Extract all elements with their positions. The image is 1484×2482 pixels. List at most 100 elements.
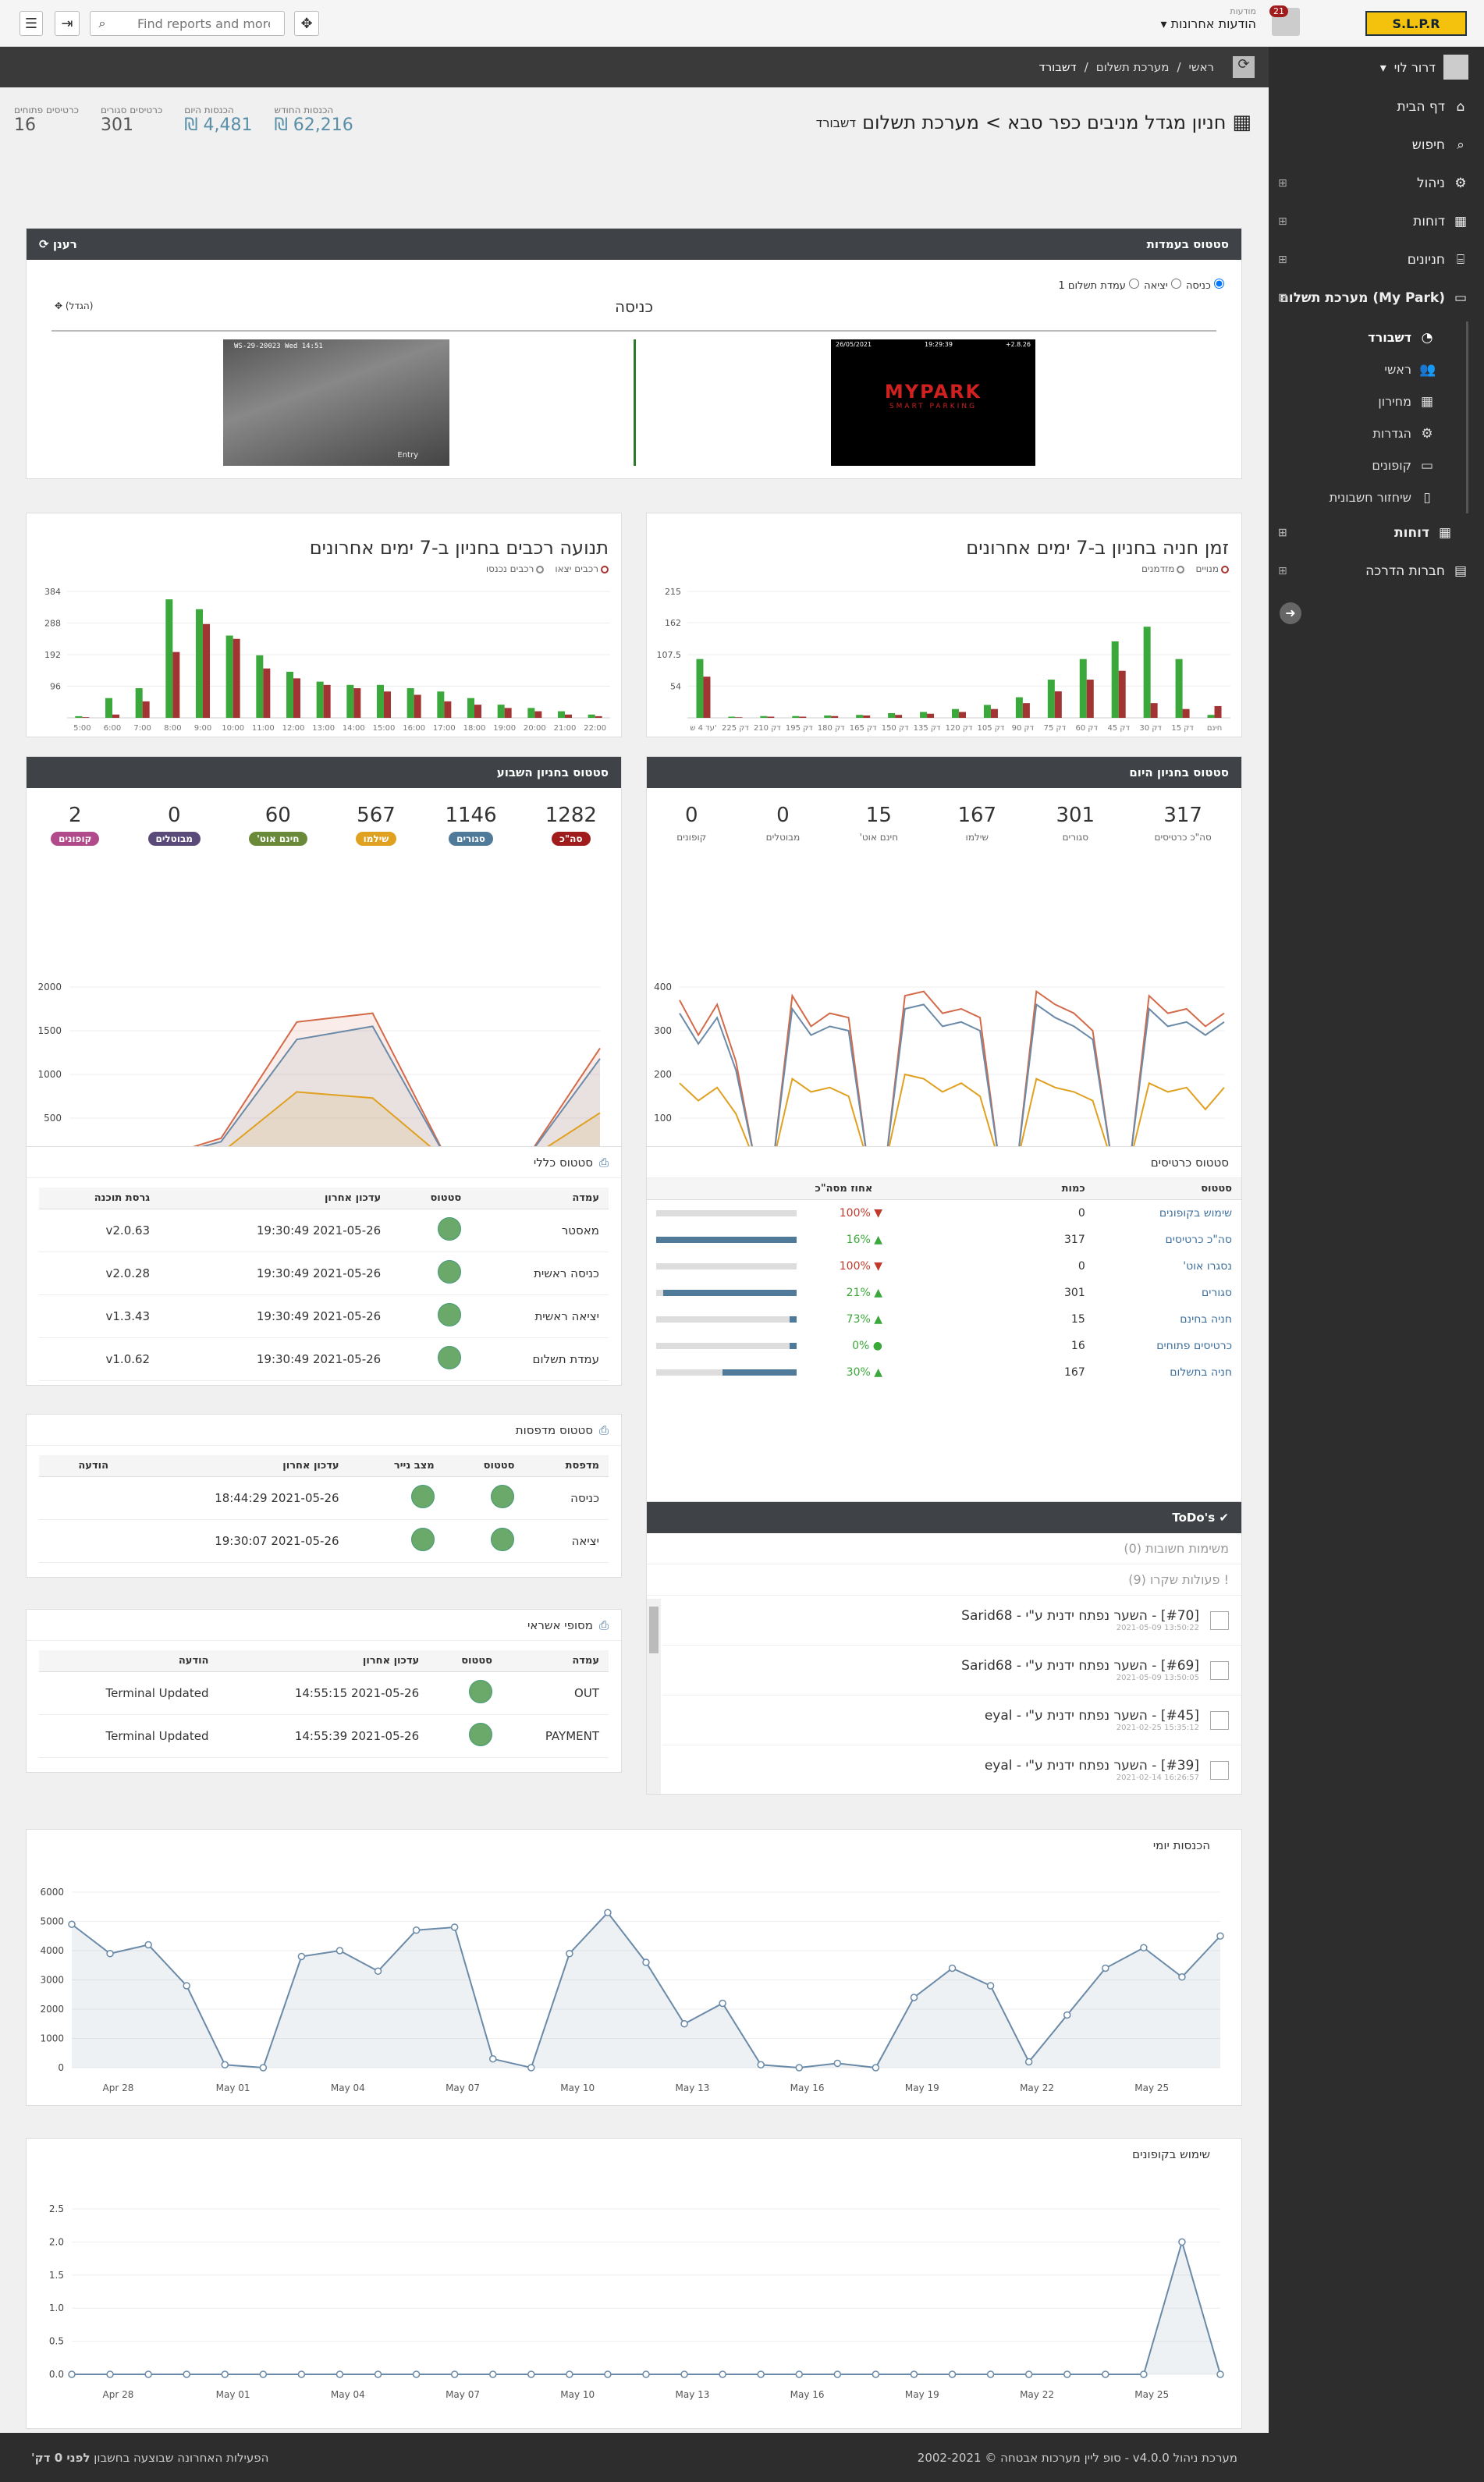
count-value: 60	[264, 804, 291, 827]
print-icon: ⎙	[598, 1617, 609, 1632]
radio-exit[interactable]: יציאה	[1144, 279, 1181, 292]
traffic-panel: תנועה רכבים בחניון ב-7 ימים אחרונים רכבי…	[26, 513, 622, 737]
legend-item[interactable]: מזדמנים	[1141, 563, 1185, 574]
table-cell: v2.0.28	[39, 1252, 160, 1295]
sidebar-item-payment-system[interactable]: ⊟ מערכת תשלום (My Park) ▭	[1269, 279, 1484, 317]
enlarge-label: (הגדל)	[65, 300, 94, 311]
sidebar-sub-label: ראשי	[1384, 362, 1411, 377]
card-status-link[interactable]: סגורים	[1202, 1286, 1232, 1299]
legend-item[interactable]: מנויים	[1195, 563, 1229, 574]
camera-entry-image[interactable]: WS-29-20023 Wed 14:51 Entry	[223, 339, 449, 466]
sidebar-sub-coupons[interactable]: קופונים ▭	[1269, 449, 1468, 481]
todo-checkbox[interactable]	[1210, 1710, 1229, 1730]
todo-checkbox[interactable]	[1210, 1660, 1229, 1680]
coupons-chart: 2.5 2.0 1.5 1.0 0.5 0.0 Apr 28 May 01 May 04 May …	[49, 2203, 1224, 2400]
refresh-button[interactable]: רענן ⟳	[39, 237, 77, 251]
radio-payment[interactable]: עמדת תשלום 1	[1058, 279, 1140, 292]
sidebar-sub-pricing[interactable]: מחירון ▦	[1269, 385, 1468, 417]
sidebar-item-search[interactable]: חיפוש ⌕	[1269, 126, 1484, 164]
camera-payment-image[interactable]: 26/05/2021 19:29:39 +2.8.26 MYPARK SMART P…	[831, 339, 1035, 466]
expand-icon: ⊞	[1278, 526, 1287, 539]
y-tick-label: 288	[44, 619, 61, 629]
legend-item[interactable]: רכבים נכנסו	[486, 563, 545, 574]
card-status-link[interactable]: נסגרו אוט'	[1183, 1259, 1232, 1273]
notifications-dropdown[interactable]: מודעות הודעות אחרונות ▾	[1155, 6, 1256, 31]
radio-entry[interactable]: כניסה	[1186, 279, 1224, 292]
count-label: מבוטלים	[147, 832, 201, 846]
y-tick-label: 2000	[40, 2004, 64, 2015]
menu-toggle-button[interactable]: ☰	[20, 11, 43, 36]
search-input[interactable]	[114, 16, 270, 31]
card-status-link[interactable]: חניה בחינם	[1180, 1312, 1232, 1326]
legend-dot	[1177, 565, 1185, 573]
sidebar-item-payment-reports[interactable]: ⊞ דוחות ▦	[1269, 513, 1484, 552]
breadcrumb-home[interactable]: ראשי	[1188, 60, 1214, 74]
table-header-row: עמדה סטטוס עדכון אחרון גרסת תוכנה	[39, 1188, 609, 1209]
count-label: שילמו	[355, 832, 397, 846]
table-cell: 100% ▼	[647, 1253, 1028, 1280]
panel-title: סטטוס בחניון היום	[1129, 765, 1229, 779]
data-point	[566, 1950, 573, 1958]
sidebar-item-reports[interactable]: ⊞ דוחות ▦	[1269, 202, 1484, 240]
status-ok-icon	[491, 1485, 515, 1508]
table-row: סה"כ כרטיסים 317 16% ▲	[647, 1227, 1241, 1253]
sidebar-sub-settings[interactable]: הגדרות ⚙	[1269, 417, 1468, 449]
important-tasks-row[interactable]: משימות חשובות (0)	[647, 1533, 1241, 1564]
bar	[534, 711, 542, 718]
todo-scrollbar[interactable]	[647, 1599, 661, 1794]
panel-title: סטטוס בחניון השבוע	[496, 765, 609, 779]
x-tick-label: 20:00	[524, 724, 546, 733]
bar	[735, 717, 743, 718]
sidebar-sub-invoice-restore[interactable]: שיחזור חשבונית ▯	[1269, 481, 1468, 513]
fullscreen-button[interactable]: ✥	[294, 11, 319, 36]
card-status-link[interactable]: שימוש בקופונים	[1159, 1206, 1232, 1220]
occurred-actions-row[interactable]: ! פעולות שקרו (9)	[647, 1564, 1241, 1596]
data-point	[335, 1947, 344, 1955]
sidebar-item-training[interactable]: ⊞ חברות הדרכה ▤	[1269, 552, 1484, 590]
data-point	[450, 2370, 459, 2378]
todo-item[interactable]: [#70] - השער נפתח ידנית ע"י - Sarid68 13:…	[662, 1596, 1241, 1646]
table-cell: יציאה	[524, 1519, 609, 1563]
count-value: 0	[776, 804, 790, 827]
todo-checkbox[interactable]	[1210, 1610, 1229, 1630]
data-point	[68, 1920, 76, 1928]
bar	[952, 708, 959, 718]
legend-dot	[536, 565, 545, 573]
percent-value: 73% ▲	[846, 1312, 882, 1326]
x-tick-label: 15 דק	[1171, 724, 1194, 733]
sidebar-sub-dashboard[interactable]: דשבורד ◔	[1269, 321, 1468, 353]
data-point	[144, 2370, 152, 2378]
notif-count-badge: 21	[1269, 5, 1288, 17]
sidebar-sub-main[interactable]: ראשי 👥	[1269, 353, 1468, 385]
enlarge-button[interactable]: ✥ (הגדל)	[55, 300, 93, 311]
legend-item[interactable]: רכבים יצאו	[555, 563, 609, 574]
y-tick-label: 2.0	[49, 2236, 64, 2247]
refresh-page-button[interactable]: ⟳	[1233, 56, 1255, 78]
column-header: מדפסת	[524, 1455, 609, 1477]
bar	[920, 712, 928, 718]
notif-label: מודעות	[1230, 6, 1256, 16]
bar	[225, 635, 233, 718]
sidebar-item-parkings[interactable]: ⊞ חניונים ⌸	[1269, 240, 1484, 279]
todo-item[interactable]: [#69] - השער נפתח ידנית ע"י - Sarid68 13:…	[662, 1646, 1241, 1696]
breadcrumb-system[interactable]: מערכת תשלום	[1095, 60, 1170, 74]
todo-checkbox[interactable]	[1210, 1760, 1229, 1780]
search-box[interactable]: ⌕	[90, 11, 285, 36]
sidebar-item-manage[interactable]: ⊞ ניהול ⚙	[1269, 164, 1484, 202]
table-row: כניסה 2021-05-26 18:44:29	[39, 1476, 609, 1520]
todo-item[interactable]: [#45] - השער נפתח ידנית ע"י - eyal 15:35:…	[662, 1696, 1241, 1745]
sidebar-user[interactable]: ▾ דרור לוי	[1269, 47, 1484, 87]
scrollbar-thumb[interactable]	[649, 1607, 659, 1653]
sidebar-collapse-button[interactable]: ➜	[1280, 602, 1301, 624]
sidebar-item-label: חיפוש	[1411, 137, 1445, 153]
bar	[142, 701, 150, 718]
panel-header: סטטוס בחניון השבוע	[27, 757, 621, 788]
card-status-link[interactable]: כרטיסים פתוחים	[1156, 1339, 1232, 1352]
todo-item[interactable]: [#39] - השער נפתח ידנית ע"י - eyal 16:26:…	[662, 1745, 1241, 1794]
sidebar-item-home[interactable]: דף הבית ⌂	[1269, 87, 1484, 126]
percent-bar	[656, 1236, 797, 1243]
logout-button[interactable]: ⇥	[55, 11, 80, 36]
table-cell	[348, 1519, 444, 1563]
card-status-link[interactable]: חניה בתשלום	[1170, 1365, 1232, 1379]
card-status-link[interactable]: סה"כ כרטיסים	[1165, 1233, 1232, 1246]
